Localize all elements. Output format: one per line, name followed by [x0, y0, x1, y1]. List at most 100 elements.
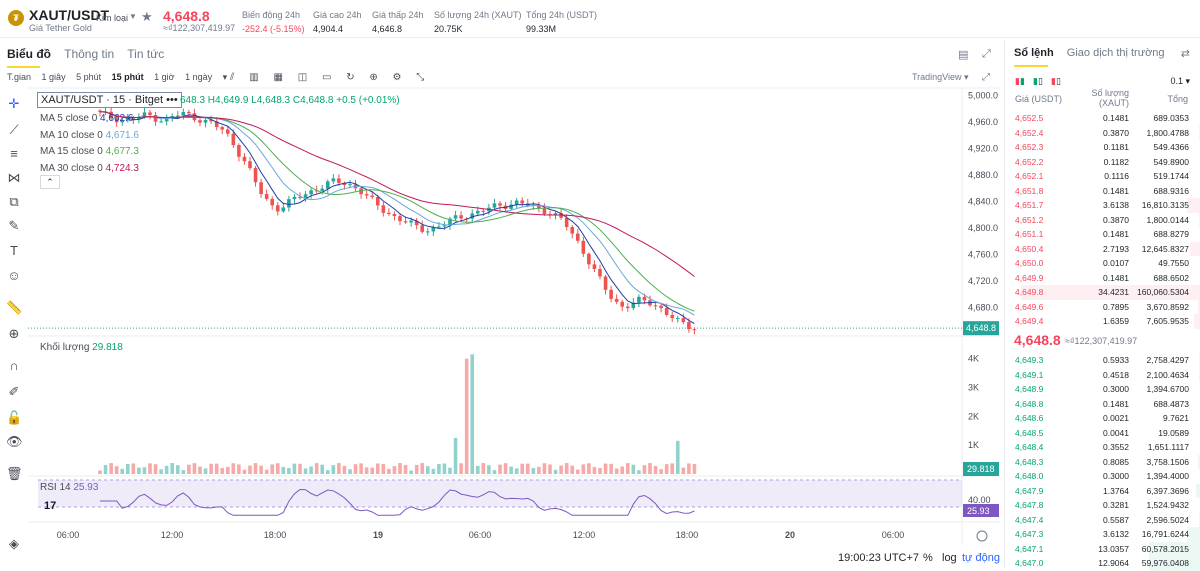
mid-price-converted: ≈₫122,307,419.97: [1065, 336, 1137, 346]
ob-total: 549.8900: [1154, 157, 1189, 167]
volume-bar: [282, 467, 286, 474]
volume-bar: [687, 463, 691, 474]
candle-body: [409, 221, 413, 223]
tab-order-book[interactable]: Sổ lệnh: [1014, 47, 1054, 59]
candle-body: [393, 214, 397, 216]
volume-bar: [243, 470, 247, 474]
volume-bar: [676, 441, 680, 474]
volume-bar: [354, 464, 358, 474]
volume-legend: Khối lượng 29.818: [40, 342, 123, 353]
ma-10-row[interactable]: MA 10 close 0 4,671.6: [40, 128, 139, 145]
ob-qty: 0.8085: [1075, 457, 1129, 467]
candle-body: [682, 318, 686, 322]
ob-qty: 0.1181: [1075, 142, 1129, 152]
candle-body: [232, 134, 236, 145]
volume-bar: [204, 468, 208, 474]
collapse-legend-button[interactable]: ⌃: [40, 175, 60, 189]
ma-5-row[interactable]: MA 5 close 0 4,662.6: [40, 111, 139, 128]
candle-body: [482, 211, 486, 212]
volume-bar: [420, 463, 424, 474]
ma-15-row[interactable]: MA 15 close 0 4,677.3: [40, 144, 139, 161]
volume-bar: [126, 464, 130, 474]
ob-qty: 2.7193: [1075, 244, 1129, 254]
ma-value: 4,671.6: [106, 130, 139, 141]
volume-bar: [398, 463, 402, 474]
ob-price: 4,649.8: [1015, 287, 1043, 297]
volume-bar: [404, 465, 408, 474]
view-asks-icon[interactable]: ▮▯: [1051, 76, 1061, 87]
ob-qty: 0.3552: [1075, 442, 1129, 452]
volume-bar: [287, 468, 291, 474]
volume-bar: [270, 464, 274, 474]
time-tick-label: 12:00: [573, 530, 596, 540]
ob-total: 1,651.1117: [1148, 442, 1189, 452]
view-bids-icon[interactable]: ▮▯: [1033, 76, 1043, 87]
tick-size-select[interactable]: 0.1 ▾: [1170, 76, 1190, 87]
ob-price: 4,648.6: [1015, 413, 1043, 423]
ask-row[interactable]: 4,652.3 0.1181 549.4366: [1005, 140, 1200, 155]
volume-bar: [170, 463, 174, 474]
volume-bar: [432, 469, 436, 474]
candle-body: [576, 234, 580, 241]
ob-price: 4,652.3: [1015, 142, 1043, 152]
volume-bar: [215, 464, 219, 474]
more-icon[interactable]: •••: [166, 94, 178, 106]
price-tick-label: 4,880.0: [968, 170, 998, 180]
log-toggle[interactable]: log: [942, 552, 957, 564]
candle-body: [676, 318, 680, 319]
ob-total: 519.1744: [1154, 171, 1189, 181]
tab-market-trades[interactable]: Giao dịch thị trường: [1067, 47, 1165, 59]
volume-bar: [637, 470, 641, 474]
swap-icon[interactable]: ⇄: [1181, 47, 1190, 60]
volume-bar: [426, 466, 430, 474]
chart-legend-title[interactable]: XAUT/USDT · 15 · Bitget •••: [37, 92, 182, 108]
volume-bar: [604, 464, 608, 474]
ob-price: 4,649.1: [1015, 370, 1043, 380]
ob-total: 549.4366: [1154, 142, 1189, 152]
price-chart[interactable]: 5,000.04,960.04,920.04,880.04,840.04,800…: [0, 0, 1004, 568]
ma-line-30: [100, 112, 694, 277]
auto-toggle[interactable]: tự động: [962, 552, 1000, 564]
candle-body: [626, 307, 630, 308]
volume-bar: [220, 468, 224, 474]
view-both-icon[interactable]: ▮▮: [1015, 76, 1025, 87]
candle-body: [243, 157, 247, 161]
ob-qty: 1.6359: [1075, 316, 1129, 326]
volume-bar: [465, 359, 469, 474]
ob-total: 1,800.0144: [1146, 215, 1189, 225]
volume-bar: [598, 468, 602, 474]
candle-body: [615, 299, 619, 302]
volume-bar: [659, 469, 663, 474]
percent-toggle[interactable]: %: [923, 552, 933, 564]
tradingview-logo[interactable]: 17: [44, 500, 56, 512]
